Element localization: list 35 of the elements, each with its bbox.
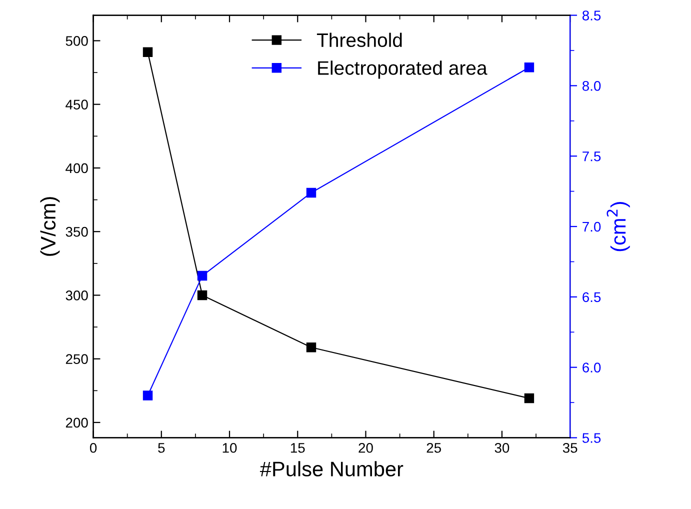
- y2-tick-label: 6.0: [582, 362, 601, 372]
- y2-tick-label: 8.5: [582, 10, 601, 20]
- legend-label: Electroporated area: [318, 60, 488, 79]
- y-tick-label: 200: [66, 418, 88, 428]
- y2-tick-label: 8.0: [582, 81, 601, 91]
- point: [306, 342, 316, 352]
- x-tick-label: 5: [158, 443, 165, 453]
- y-tick-label: 350: [66, 226, 88, 237]
- x-tick-label: 0: [90, 442, 97, 453]
- y2-tick-label: 7.0: [582, 222, 601, 232]
- legend-label: Threshold: [316, 32, 402, 48]
- point: [524, 393, 534, 404]
- point: [142, 47, 153, 58]
- y-tick-label: 250: [66, 354, 88, 364]
- x-tick-label: 15: [290, 443, 305, 453]
- y-tick-label: 400: [66, 163, 88, 174]
- point: [306, 188, 316, 198]
- x-axis-title: #Pulse Number: [260, 461, 404, 476]
- y-tick-label: 450: [66, 100, 88, 110]
- y-tick-label: 300: [66, 290, 88, 300]
- y2-tick-label: 7.5: [582, 152, 601, 162]
- point: [142, 390, 153, 400]
- x-tick-label: 20: [358, 442, 373, 453]
- point: [524, 62, 534, 72]
- x-tick-label: 10: [222, 442, 237, 453]
- y2-axis-title: (cm$^{2}$): [606, 202, 630, 252]
- y-tick-label: 500: [66, 36, 88, 46]
- y2-tick-label: 5.5: [582, 433, 601, 443]
- x-tick-label: 30: [494, 442, 510, 453]
- x-tick-label: 25: [426, 442, 441, 453]
- point: [197, 270, 208, 281]
- x-tick-label: 35: [562, 442, 578, 453]
- y-axis-title: (V/cm): [40, 197, 60, 256]
- y2-tick-label: 6.5: [582, 292, 601, 302]
- point: [197, 290, 208, 300]
